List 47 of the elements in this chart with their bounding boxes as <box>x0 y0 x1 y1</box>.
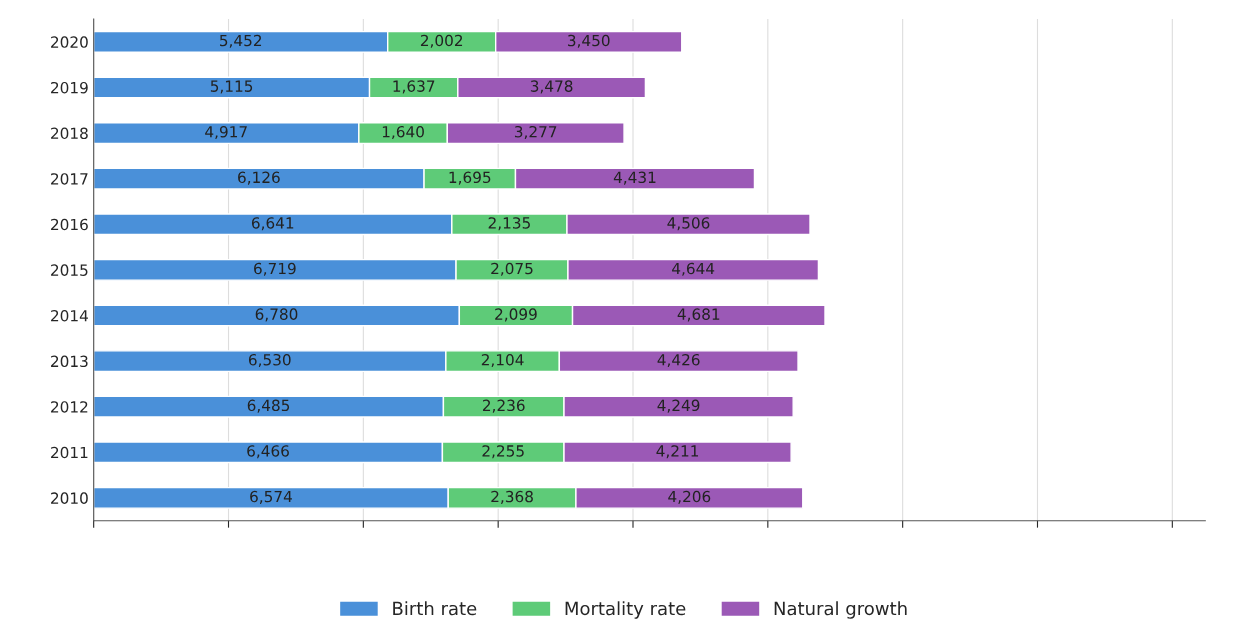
data-label: 3,478 <box>530 80 573 94</box>
data-label: 4,506 <box>667 217 710 231</box>
data-label: 6,466 <box>247 445 289 459</box>
data-label: 2,002 <box>420 34 463 48</box>
data-label: 6,719 <box>254 262 296 276</box>
y-tick-label: 2012 <box>51 401 88 413</box>
y-tick-label: 2020 <box>51 36 88 48</box>
y-tick-label: 2010 <box>51 492 88 504</box>
legend-label: Mortality rate <box>565 601 686 619</box>
data-label: 6,530 <box>248 353 291 368</box>
y-tick-label: 2017 <box>51 173 88 185</box>
data-label: 2,236 <box>482 399 525 413</box>
data-label: 2,368 <box>491 490 533 504</box>
data-label: 4,431 <box>613 171 656 185</box>
data-label: 4,681 <box>677 308 720 322</box>
data-label: 6,641 <box>251 217 294 231</box>
legend-label: Birth rate <box>393 601 477 616</box>
data-label: 6,780 <box>255 308 298 322</box>
y-tick-label: 2016 <box>51 218 88 231</box>
data-label: 4,426 <box>657 353 700 368</box>
y-tick-label: 2011 <box>51 446 88 459</box>
data-label: 1,637 <box>393 80 435 94</box>
y-tick-label: 2019 <box>51 81 88 94</box>
data-label: 3,277 <box>514 125 557 140</box>
data-label: 4,206 <box>668 490 711 504</box>
data-label: 2,075 <box>491 262 533 276</box>
y-tick-label: 2013 <box>51 355 88 368</box>
data-label: 5,452 <box>220 34 262 48</box>
data-label: 6,574 <box>250 490 292 504</box>
data-label: 1,695 <box>449 171 491 185</box>
data-label: 5,115 <box>210 80 253 94</box>
data-label: 1,640 <box>382 125 424 140</box>
data-label: 2,104 <box>481 353 524 368</box>
data-label: 6,485 <box>247 399 290 413</box>
legend-label: Natural growth <box>774 601 907 619</box>
data-label: 4,249 <box>657 399 700 413</box>
data-label: 4,211 <box>656 445 699 459</box>
data-label: 3,450 <box>568 34 610 48</box>
y-tick-label: 2015 <box>51 264 88 276</box>
data-label: 2,135 <box>488 217 530 231</box>
data-label: 4,644 <box>672 262 715 276</box>
data-label: 4,917 <box>205 125 247 140</box>
data-label: 2,099 <box>495 308 537 322</box>
data-label: 2,255 <box>482 445 524 459</box>
data-label: 6,126 <box>238 171 280 185</box>
y-tick-label: 2014 <box>51 309 88 322</box>
y-tick-label: 2018 <box>51 127 88 140</box>
